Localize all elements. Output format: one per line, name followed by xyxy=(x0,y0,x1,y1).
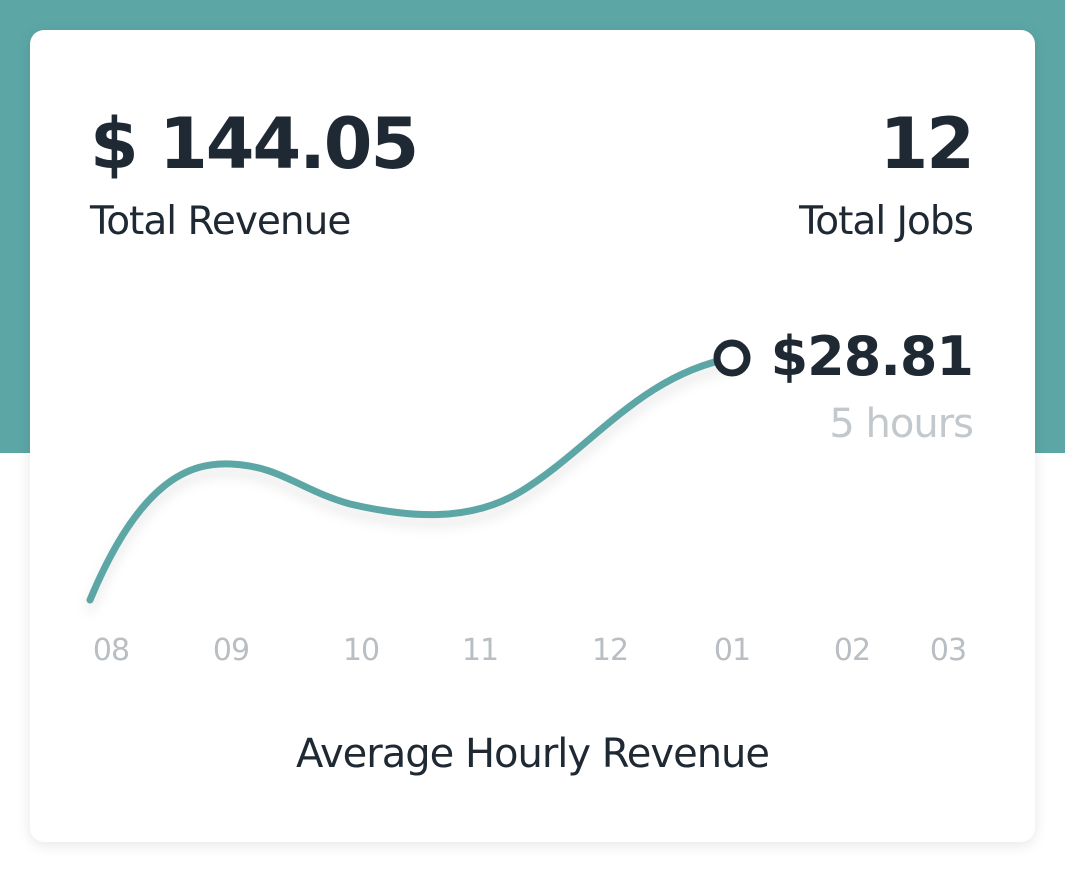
x-tick-10: 10 xyxy=(342,633,380,668)
x-tick-11: 11 xyxy=(461,633,499,668)
peak-value-label: $28.81 xyxy=(770,325,974,388)
total-revenue-value: $ 144.05 xyxy=(90,103,419,185)
total-jobs-stat: 12 Total Jobs xyxy=(799,103,975,244)
total-revenue-label: Total Revenue xyxy=(90,199,351,244)
total-revenue-stat: $ 144.05 Total Revenue xyxy=(90,103,419,244)
revenue-trend-line xyxy=(86,354,736,604)
peak-hours-label: 5 hours xyxy=(829,401,974,447)
x-tick-01: 01 xyxy=(713,633,751,668)
peak-point-marker[interactable] xyxy=(713,339,751,377)
hourly-revenue-chart xyxy=(86,339,751,604)
x-tick-02: 02 xyxy=(833,633,871,668)
chart-title: Average Hourly Revenue xyxy=(295,731,770,777)
x-tick-03: 03 xyxy=(929,633,967,668)
total-jobs-value: 12 xyxy=(879,103,975,185)
total-jobs-label: Total Jobs xyxy=(799,199,974,244)
revenue-summary-card: $ 144.05 Total Revenue 12 Total Jobs $28… xyxy=(30,30,1035,842)
x-tick-08: 08 xyxy=(92,633,130,668)
x-tick-09: 09 xyxy=(212,633,250,668)
x-tick-12: 12 xyxy=(591,633,629,668)
